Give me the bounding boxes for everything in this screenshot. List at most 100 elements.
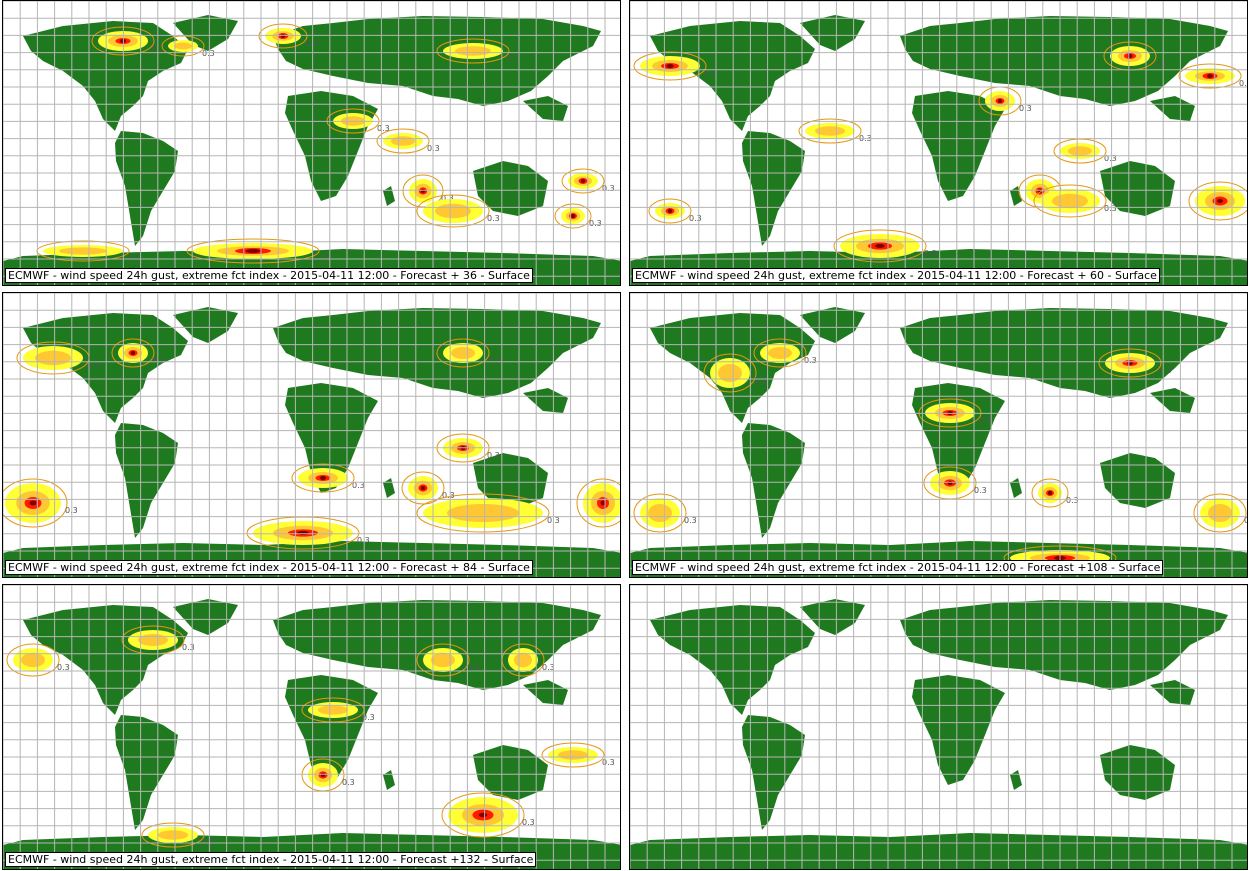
extreme-index-area xyxy=(455,46,491,56)
extreme-index-area xyxy=(318,705,348,715)
extreme-index-area xyxy=(451,347,475,359)
extreme-index-peak xyxy=(131,351,135,355)
contour-line xyxy=(441,792,525,838)
contour-line xyxy=(291,463,355,493)
world-map: 0.30.30.30.30.30.30.30.30.30.30.3 xyxy=(630,1,1247,285)
landmass xyxy=(800,599,865,635)
contour-value-label: 0.3 xyxy=(754,376,767,385)
extreme-index-peak xyxy=(297,531,309,535)
contour-line xyxy=(258,23,308,49)
contour-line xyxy=(541,742,605,768)
contour-value-label: 0.3 xyxy=(441,194,454,203)
contour-line xyxy=(561,168,605,194)
contour-line xyxy=(416,194,490,228)
landmass xyxy=(383,770,395,790)
extreme-index-peak xyxy=(666,64,674,68)
extreme-index-area xyxy=(648,504,672,522)
extreme-index-peak xyxy=(600,500,606,506)
landmass xyxy=(115,131,178,246)
contour-value-label: 0.3 xyxy=(87,361,100,370)
lat-lon-grid xyxy=(3,585,620,869)
extreme-index-peak xyxy=(478,812,488,818)
contour-line xyxy=(833,229,927,263)
contour-value-label: 0.3 xyxy=(487,214,500,223)
contour-value-label: 0.3 xyxy=(442,491,455,500)
contour-value-label: 0.3 xyxy=(352,481,365,490)
contour-value-label: 0.3 xyxy=(152,44,165,53)
contour-value-label: 0.3 xyxy=(1104,154,1117,163)
contour-value-label: 0.3 xyxy=(804,356,817,365)
world-map: 0.30.30.30.30.30.30.30.30.3 xyxy=(630,293,1247,577)
contour-line xyxy=(633,51,707,81)
extreme-index-area xyxy=(1208,504,1232,522)
lat-lon-grid xyxy=(630,1,1247,285)
landmass xyxy=(742,715,805,830)
contour-line xyxy=(416,643,470,677)
contour-value-label: 0.3 xyxy=(487,451,500,460)
landmass xyxy=(650,21,815,131)
extreme-index-peak xyxy=(280,34,286,38)
contour-value-label: 0.3 xyxy=(1066,496,1079,505)
contour-value-label: 0.3 xyxy=(342,778,355,787)
landmass xyxy=(1100,161,1175,216)
landmass xyxy=(1010,478,1022,498)
extreme-index-area xyxy=(35,350,71,366)
lat-lon-grid xyxy=(3,1,620,285)
landmass xyxy=(383,478,395,498)
contour-line xyxy=(554,203,592,229)
contour-line xyxy=(576,478,620,528)
landmass xyxy=(1100,745,1175,800)
contour-value-label: 0.3 xyxy=(357,536,370,545)
landmass xyxy=(650,605,815,715)
land-layer xyxy=(3,599,620,869)
contour-line xyxy=(141,822,205,848)
land-layer xyxy=(630,15,1247,285)
landmass xyxy=(173,15,238,51)
extreme-index-area xyxy=(431,652,455,668)
contour-line xyxy=(633,493,687,533)
landmass xyxy=(742,131,805,246)
contour-line xyxy=(401,471,445,505)
extreme-index-area xyxy=(718,364,742,382)
landmass xyxy=(912,91,1005,201)
landmass xyxy=(23,21,188,131)
map-caption: ECMWF - wind speed 24h gust, extreme fct… xyxy=(5,560,533,575)
map-panel-forecast-108: 0.30.30.30.30.30.30.30.30.3 ECMWF - wind… xyxy=(629,292,1248,578)
extreme-index-peak xyxy=(321,773,325,777)
map-panel-forecast-36: 0.30.30.30.30.30.30.30.30.30.30.30.3 ECM… xyxy=(2,0,621,286)
contour-line xyxy=(648,198,692,224)
landmass xyxy=(915,700,935,717)
landmass xyxy=(173,307,238,343)
contour-value-label: 0.3 xyxy=(487,356,500,365)
contour-value-label: 0.3 xyxy=(507,54,520,63)
landmass xyxy=(800,15,865,51)
contour-value-label: 0.3 xyxy=(1159,366,1172,375)
contour-line xyxy=(1098,348,1162,378)
extreme-index-area xyxy=(514,652,532,668)
contour-line xyxy=(6,643,60,677)
extreme-index-area xyxy=(768,347,792,359)
extreme-index-peak xyxy=(581,179,585,183)
map-caption: ECMWF - wind speed 24h gust, extreme fct… xyxy=(632,268,1160,283)
extreme-index-area xyxy=(815,126,845,136)
map-caption: ECMWF - wind speed 24h gust, extreme fct… xyxy=(5,268,533,283)
contour-value-label: 0.3 xyxy=(704,69,717,78)
extreme-index-area xyxy=(447,504,519,522)
land-layer xyxy=(630,599,1247,869)
extreme-index-area xyxy=(1068,146,1092,156)
landmass xyxy=(523,680,568,705)
map-panel-forecast-132: 0.3 0.3 0.3 0.3 0.3 0.3 0.3 0.3 0.3 ECMWF - wind… xyxy=(2,584,621,870)
map-panel-forecast-60: 0.30.30.30.30.30.30.30.30.30.30.3 ECMWF … xyxy=(629,0,1248,286)
landmass xyxy=(1150,388,1195,413)
extreme-index-area xyxy=(558,750,588,760)
contour-value-label: 0.3 xyxy=(202,49,215,58)
contour-value-label: 0.3 xyxy=(602,758,615,767)
extreme-index-peak xyxy=(571,214,575,218)
contour-line xyxy=(3,478,68,528)
landmass xyxy=(912,675,1005,785)
extreme-index-peak xyxy=(245,249,261,253)
contour-line xyxy=(416,493,550,533)
landmass xyxy=(23,313,188,423)
extreme-index-peak xyxy=(29,500,37,506)
